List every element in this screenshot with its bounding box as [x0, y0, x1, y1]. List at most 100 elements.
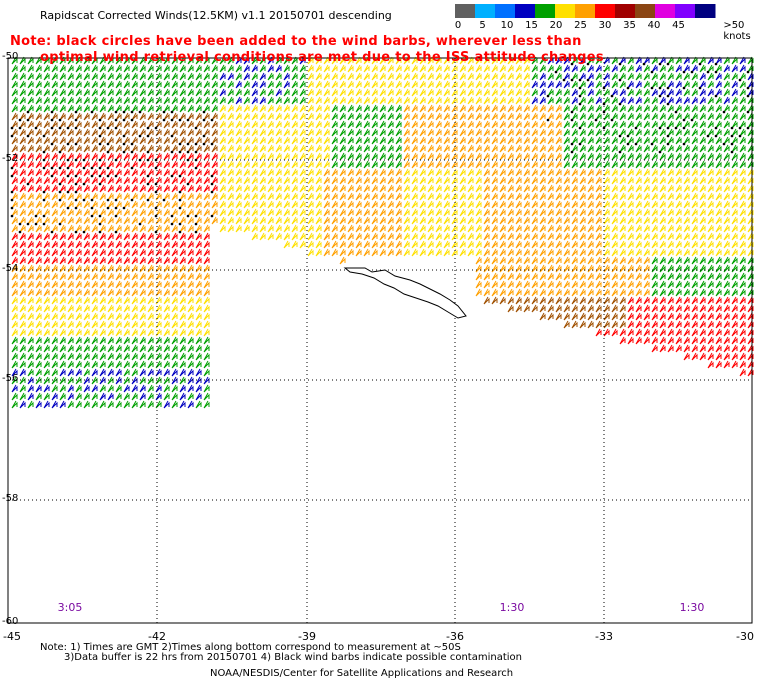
- wind-barb: [747, 144, 754, 153]
- wind-barb: [179, 240, 186, 249]
- wind-barb: [539, 200, 546, 209]
- wind-barb: [483, 272, 490, 281]
- wind-barb: [571, 288, 578, 297]
- wind-barb: [115, 344, 122, 353]
- wind-barb: [75, 224, 82, 233]
- wind-barb: [379, 152, 386, 161]
- wind-barb: [611, 208, 618, 217]
- wind-barb: [715, 344, 722, 353]
- wind-barb: [587, 80, 594, 89]
- wind-barb: [443, 152, 450, 161]
- wind-barb: [123, 216, 130, 225]
- wind-barb: [595, 160, 602, 169]
- wind-barb: [35, 360, 42, 369]
- wind-barb: [43, 192, 50, 201]
- wind-barb: [315, 184, 322, 193]
- contamination-marker: [74, 206, 78, 210]
- wind-barb: [523, 288, 530, 297]
- wind-barb: [171, 128, 178, 137]
- wind-barb: [539, 248, 546, 257]
- wind-barb: [179, 216, 186, 225]
- wind-barb: [467, 168, 474, 177]
- wind-barb: [83, 200, 90, 209]
- wind-barb: [339, 152, 346, 161]
- wind-barb: [307, 136, 314, 145]
- wind-barb: [579, 160, 586, 169]
- wind-barb: [59, 344, 66, 353]
- wind-barb: [659, 336, 666, 345]
- wind-barb: [691, 160, 698, 169]
- wind-barb: [531, 256, 538, 265]
- wind-barb: [587, 120, 594, 129]
- wind-barb: [651, 232, 658, 241]
- wind-barb: [483, 296, 490, 305]
- wind-barb: [515, 272, 522, 281]
- wind-barb: [531, 232, 538, 241]
- contamination-marker: [114, 110, 118, 114]
- wind-barb: [587, 264, 594, 273]
- wind-barb: [739, 160, 746, 169]
- wind-barb: [299, 144, 306, 153]
- wind-barb: [219, 184, 226, 193]
- wind-barb: [483, 200, 490, 209]
- wind-barb: [731, 256, 738, 265]
- wind-barb: [43, 320, 50, 329]
- wind-barb: [219, 96, 226, 105]
- wind-barb: [723, 304, 730, 313]
- wind-barb: [483, 208, 490, 217]
- wind-barb: [35, 288, 42, 297]
- wind-barb: [683, 328, 690, 337]
- wind-barb: [619, 136, 626, 145]
- wind-barb: [275, 216, 282, 225]
- wind-barb: [235, 128, 242, 137]
- wind-barb: [163, 368, 170, 377]
- contamination-marker: [626, 134, 630, 138]
- wind-barb: [683, 344, 690, 353]
- wind-barb: [91, 224, 98, 233]
- lon-label: -36: [446, 630, 464, 643]
- wind-barb: [707, 80, 714, 89]
- wind-barb: [179, 88, 186, 97]
- wind-barb: [723, 280, 730, 289]
- wind-barb: [547, 160, 554, 169]
- wind-barb: [547, 112, 554, 121]
- wind-barb: [435, 128, 442, 137]
- wind-barb: [411, 216, 418, 225]
- wind-barb: [187, 280, 194, 289]
- wind-barb: [691, 80, 698, 89]
- wind-barb: [563, 192, 570, 201]
- wind-barb: [243, 120, 250, 129]
- wind-barb: [651, 64, 658, 73]
- wind-barb: [691, 144, 698, 153]
- wind-barb: [659, 136, 666, 145]
- wind-barb: [27, 136, 34, 145]
- wind-barb: [675, 64, 682, 73]
- wind-barb: [11, 232, 18, 241]
- wind-barb: [219, 112, 226, 121]
- wind-barb: [739, 312, 746, 321]
- wind-barb: [691, 64, 698, 73]
- lat-label: -60: [2, 616, 19, 627]
- wind-barb: [139, 288, 146, 297]
- wind-barb: [531, 272, 538, 281]
- wind-barb: [163, 304, 170, 313]
- wind-barb: [195, 296, 202, 305]
- wind-barb: [83, 96, 90, 105]
- wind-barb: [195, 128, 202, 137]
- wind-barb: [659, 96, 666, 105]
- wind-barb: [139, 264, 146, 273]
- wind-barb: [443, 240, 450, 249]
- wind-barb: [275, 208, 282, 217]
- wind-barb: [259, 176, 266, 185]
- wind-barb: [515, 280, 522, 289]
- contamination-marker: [122, 142, 126, 146]
- wind-barb: [283, 120, 290, 129]
- wind-barb: [83, 312, 90, 321]
- wind-barb: [67, 256, 74, 265]
- wind-barb: [75, 136, 82, 145]
- wind-barb: [739, 176, 746, 185]
- wind-barb: [435, 184, 442, 193]
- wind-barb: [195, 400, 202, 409]
- wind-barb: [163, 288, 170, 297]
- wind-barb: [43, 352, 50, 361]
